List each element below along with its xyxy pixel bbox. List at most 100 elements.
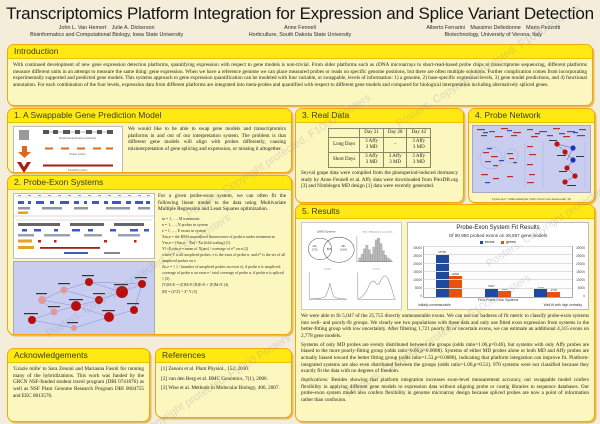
- y-tick-label: 30000: [413, 245, 422, 250]
- genome-browser-figure: [13, 193, 155, 259]
- equations-block: m = 1, …, M treatments n = 1, …, N probe…: [158, 216, 286, 295]
- venn-title: 18693 Systems: [317, 230, 336, 234]
- results-paragraph: Systems of only MD probes are evenly dis…: [301, 341, 589, 375]
- bar-value: 4315: [534, 286, 547, 290]
- y-tick-label: 10000: [576, 278, 585, 283]
- legend-item: genes: [501, 240, 516, 245]
- author-names: John L. Van Hemert Julie A. Dickerson: [58, 25, 155, 31]
- real-data-table: Day 21 Day 28 Day 42 Long Days 3 Affy 3 …: [327, 128, 432, 168]
- implications-label: Implications:: [301, 376, 329, 383]
- equation-line: [B] = (ZᵀZ)⁻¹ Zᵀ Y (5): [162, 289, 198, 294]
- section1-text: We would like to be able to swap gene mo…: [128, 126, 286, 152]
- table-header-cell: [327, 128, 361, 138]
- bar-value: 2778: [550, 288, 557, 293]
- table-cell: 3 Affy 3 MD: [382, 152, 408, 168]
- author-names: Anne Fennell: [284, 25, 316, 31]
- diagram-label: Assembly (static): [67, 169, 88, 173]
- author-group: Anne Fennell Horticulture, South Dakota …: [203, 25, 396, 38]
- y-tick-label: 20000: [576, 261, 585, 266]
- y-tick-label: 0: [583, 294, 585, 299]
- row-label: Short Days: [327, 152, 361, 168]
- bar-group: 43152778: [534, 247, 561, 297]
- bar-exons: [435, 253, 449, 297]
- assembly-line-graphic: [42, 164, 113, 167]
- legend-item: exons: [480, 240, 494, 245]
- equation-line: n = 1, …, N probes in system: [162, 223, 208, 228]
- section2-text: For a given probe-exon system, we can of…: [158, 193, 286, 213]
- y-tick-label: 15000: [413, 270, 422, 275]
- category-label: Well-fit with high certainty: [543, 302, 582, 307]
- y-tick-label: 25000: [576, 253, 585, 258]
- bar-wrap: 2778: [547, 247, 561, 297]
- category-label: Initially unmeasurable: [418, 302, 451, 307]
- equation-line: Xm,n = the RMA normalized fluorescence o…: [162, 235, 275, 240]
- reference-item: [3] Wise et al. Methods in Molecular Bio…: [161, 385, 280, 392]
- chart-subtitle: Of 80,950 probed exons on 28,597 gene mo…: [448, 233, 548, 239]
- diagram-label: Prediction/Annotation (unstable): [59, 136, 96, 140]
- venn-overlap-value: 858: [327, 248, 332, 251]
- author-group: John L. Van Hemert Julie A. Dickerson Bi…: [10, 25, 203, 38]
- chart-title: Probe-Exon System Fit Results: [456, 225, 540, 231]
- diagram-label: Probes (static): [69, 152, 86, 156]
- section-swappable-model: 1. A Swappable Gene Prediction Model: [7, 108, 292, 173]
- gridline: [424, 279, 572, 280]
- table-cell: 3 Affy 3 MD: [406, 137, 432, 153]
- y-tick-label: 5000: [414, 286, 422, 291]
- bar-value: 5047: [488, 284, 495, 289]
- legend-label: genes: [505, 240, 516, 245]
- author-affiliation: Biotechnology, University of Verona, Ita…: [444, 32, 543, 38]
- section-probe-exon-systems: 2. Probe-Exon Systems: [7, 175, 292, 335]
- author-group: Alberto Ferrarini Massimo Delledonne Mar…: [397, 25, 590, 38]
- equation-line: Zn,e = { 1 / (number of unspliced probes…: [162, 265, 284, 282]
- section2-header: 2. Probe-Exon Systems: [8, 176, 291, 190]
- probe-dashes-graphic: [44, 147, 113, 150]
- legend-label: exons: [484, 240, 495, 245]
- section3-header: 3. Real Data: [296, 109, 463, 123]
- fit-results-chart: Probe-Exon System Fit Results Of 80,950 …: [407, 222, 589, 310]
- section-real-data: 3. Real Data Day 21 Day 28 Day 42 Long D…: [295, 108, 464, 203]
- bar-wrap: 5047: [484, 247, 498, 297]
- table-cell: 3 Affy 3 MD: [359, 152, 384, 168]
- section-introduction: Introduction With continued development …: [7, 44, 593, 106]
- y-axis-labels-right: 30000 25000 20000 15000 10000 5000 0: [573, 246, 586, 298]
- bar-genes: [547, 292, 561, 297]
- bar-wrap: 12500: [448, 247, 462, 297]
- section-references: References [1] Zenoni et al. Plant Physi…: [155, 348, 292, 418]
- equation-line: where Y is all unspliced probes, e is th…: [162, 253, 285, 264]
- venn-left-label: Affy: [312, 245, 317, 248]
- venn-right-value: 16109: [340, 249, 348, 252]
- real-data-caption: Seyval grape data were compiled from the…: [301, 170, 458, 190]
- bar-wrap: 3300: [497, 247, 511, 297]
- poster-title: Transcriptomics Platform Integration for…: [6, 4, 594, 23]
- exon-boxes-graphic: [42, 130, 113, 134]
- bar-group: 25755 12500: [435, 247, 462, 297]
- bar-value: 25755: [438, 249, 447, 254]
- table-cell: 3 Affy 3 MD: [359, 137, 384, 153]
- venn-left-value: 1726: [312, 249, 318, 252]
- down-arrow-icon: [17, 145, 31, 158]
- y-tick-label: 10000: [413, 278, 422, 283]
- table-header-cell: Day 28: [382, 128, 408, 138]
- probe-exon-network-figure: [13, 261, 155, 334]
- introduction-text: With continued development of new gene e…: [13, 62, 587, 88]
- section5-header: 5. Results: [296, 205, 594, 219]
- y-tick-label: 20000: [413, 261, 422, 266]
- gridline: [424, 254, 572, 255]
- assembly-track: Assembly (static): [35, 163, 120, 173]
- references-header: References: [156, 349, 291, 363]
- legend-swatch: [501, 240, 505, 244]
- venn-right-label: MD: [341, 245, 345, 248]
- author-names: Alberto Ferrarini Massimo Delledonne Mar…: [426, 25, 561, 31]
- gridline: [424, 246, 572, 247]
- table-header-cell: Day 42: [406, 128, 432, 138]
- density2-title: fit error: [374, 268, 381, 271]
- chart-category-labels: Fit to Probe-Exon Systems Initially unmea…: [410, 298, 586, 308]
- probe-network-caption: Cytoscape + OmicsAnalyzer: http://www.vr…: [491, 196, 572, 201]
- section4-header: 4. Probe Network: [469, 109, 594, 123]
- legend-swatch: [480, 240, 484, 244]
- density1-title: certainty: [323, 268, 330, 271]
- y-axis-labels-left: 30000 25000 20000 15000 10000 5000 0: [410, 246, 423, 298]
- equation-line: [Y]M×E = [Z]M×E [B]E×E + [E]M×E (4): [162, 283, 229, 288]
- ack-text: 'Grazie mille' to Sara Zenoni and Marian…: [13, 366, 144, 399]
